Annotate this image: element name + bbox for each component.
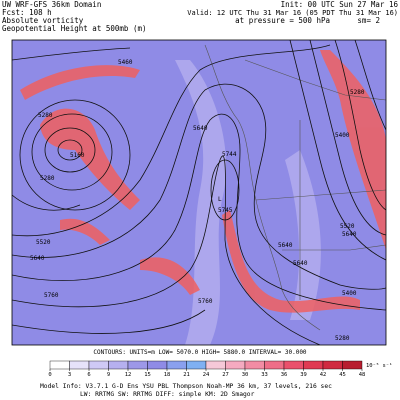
contour-label: 5520: [36, 239, 51, 246]
coastlines: [204, 44, 386, 331]
field-name: Absolute vorticity: [2, 16, 84, 25]
contour-label: L: [218, 196, 222, 203]
header: UW WRF-GFS 36km Domain Fcst: 108 h Absol…: [2, 0, 398, 33]
contour-label: 5280: [38, 112, 53, 119]
colorbar-tick-label: 39: [300, 372, 307, 378]
smoothing: sm= 2: [357, 16, 380, 25]
map-frame: [11, 39, 387, 346]
contour-label: 5400: [342, 290, 357, 297]
colorbar-swatch: [166, 360, 187, 370]
colorbar-swatch: [244, 360, 265, 370]
colorbar-tick-label: 3: [68, 372, 71, 378]
colorbar-tick-label: 42: [320, 372, 327, 378]
contour-label: 5280: [40, 175, 55, 182]
contour-label: 5280: [335, 335, 350, 342]
contour-label: 5520: [340, 223, 355, 230]
contour-label: 5640: [342, 231, 357, 238]
contour-label: 5760: [198, 298, 213, 305]
contour-label: 5745: [218, 207, 233, 214]
valid-time: Valid: 12 UTC Thu 31 Mar 16 (05 PDT Thu …: [187, 9, 398, 17]
contour-label: 5640: [278, 242, 293, 249]
contour-field: Geopotential Height at 500mb (m): [2, 24, 147, 33]
colorbar-tick-label: 33: [261, 372, 268, 378]
map: 5460 5280 5160 5280 5640 5520 5640 5760 …: [12, 40, 386, 345]
colorbar-tick-label: 24: [203, 372, 210, 378]
contour-info: CONTOURS: UNITS=m LOW= 5070.0 HIGH= 5880…: [93, 349, 307, 356]
colorbar-tick-label: 36: [281, 372, 288, 378]
low-vorticity-areas: [175, 60, 321, 345]
contour-label: 5640: [293, 260, 308, 267]
colorbar-swatch: [283, 360, 304, 370]
colorbar-tick-label: 18: [164, 372, 171, 378]
colorbar-tick-label: 6: [87, 372, 90, 378]
model-physics: LW: RRTMG SW: RRTMG DIFF: simple KM: 2D …: [80, 391, 255, 398]
contour-label: 5460: [118, 59, 133, 66]
colorbar-swatch: [108, 360, 129, 370]
colorbar-tick-label: 0: [48, 372, 51, 378]
colorbar-swatch: [264, 360, 285, 370]
contour-label: 5760: [44, 292, 59, 299]
model-info: Model Info: V3.7.1 G-D Ens YSU PBL Thomp…: [40, 383, 332, 390]
contour-label: 5160: [70, 152, 85, 159]
colorbar-swatch: [186, 360, 207, 370]
colorbar-swatch: [88, 360, 109, 370]
colorbar-swatch: [69, 360, 90, 370]
colorbar-swatch: [205, 360, 226, 370]
colorbar-tick-label: 27: [222, 372, 229, 378]
colorbar-swatch: [147, 360, 168, 370]
contour-label: 5640: [30, 255, 45, 262]
colorbar-swatch: [303, 360, 324, 370]
contour-label: 5744: [222, 151, 237, 158]
colorbar-tick-label: 48: [359, 372, 366, 378]
colorbar-tick-label: 12: [125, 372, 132, 378]
colorbar-tick-label: 15: [144, 372, 151, 378]
colorbar-tick-label: 21: [183, 372, 190, 378]
contour-label: 5280: [350, 89, 365, 96]
contour-label: 5400: [335, 132, 350, 139]
high-vorticity-areas: [20, 50, 386, 313]
contour-label: 5640: [193, 125, 208, 132]
contour-labels: 5460 5280 5160 5280 5640 5520 5640 5760 …: [30, 59, 365, 342]
colorbar-swatch: [127, 360, 148, 370]
forecast-hour: Fcst: 108 h: [2, 8, 52, 17]
colorbar-swatch: [342, 360, 363, 370]
height-contours: [12, 40, 386, 345]
pressure-level: at pressure = 500 hPa: [235, 16, 330, 25]
colorbar-swatch: [225, 360, 246, 370]
init-time: Init: 00 UTC Sun 27 Mar 16: [281, 0, 399, 9]
colorbar-swatch: [49, 360, 70, 370]
model-title: UW WRF-GFS 36km Domain: [2, 0, 101, 9]
colorbar-unit: 10⁻⁵ s⁻¹: [366, 362, 393, 369]
colorbar-tick-label: 45: [339, 372, 346, 378]
colorbar-tick-label: 9: [107, 372, 110, 378]
colorbar-swatch: [322, 360, 343, 370]
colorbar-tick-label: 30: [242, 372, 249, 378]
